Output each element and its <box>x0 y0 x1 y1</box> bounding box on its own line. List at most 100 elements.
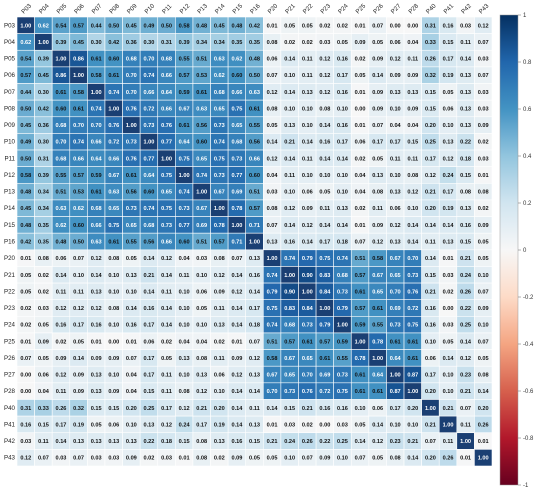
cell-value-label: 0.10 <box>390 422 401 428</box>
cell-value-label: 0.32 <box>73 406 84 412</box>
cell-value-label: 0.51 <box>355 256 366 262</box>
cell-value-label: 0.10 <box>337 106 348 112</box>
row-label: P03 <box>4 22 16 29</box>
cell-value-label: 0.12 <box>372 439 383 445</box>
cell-value-label: 0.03 <box>196 256 207 262</box>
row-label: P16 <box>4 239 16 246</box>
cell-value-label: 0.59 <box>355 323 366 329</box>
cell-value-label: 0.04 <box>126 389 138 395</box>
cell-value-label: 0.14 <box>161 323 173 329</box>
column-label: P21 <box>284 2 297 15</box>
cell-value-label: 0.06 <box>38 373 49 379</box>
cell-value-label: 0.02 <box>214 339 225 345</box>
cell-value-label: 0.05 <box>478 240 489 246</box>
cell-value-label: 0.72 <box>108 140 119 146</box>
cell-value-label: 0.10 <box>108 373 119 379</box>
cell-value-label: 0.13 <box>143 422 154 428</box>
cell-value-label: 0.07 <box>425 439 436 445</box>
cell-value-label: 0.05 <box>73 339 84 345</box>
cell-value-label: 0.66 <box>161 73 172 79</box>
column-label: P12 <box>179 2 192 15</box>
cell-value-label: 0.02 <box>214 456 225 462</box>
cell-value-label: 0.61 <box>108 73 119 79</box>
cell-value-label: 0.34 <box>38 190 50 196</box>
cell-value-label: 0.42 <box>20 240 31 246</box>
cell-value-label: 0.68 <box>284 323 295 329</box>
cell-value-label: 0.14 <box>355 439 367 445</box>
cell-value-label: 0.17 <box>337 140 348 146</box>
column-labels: P03 P04 P05 P06 P07 P08 P09 P10 P11 P12 P13 P14 P15 P… <box>20 2 491 15</box>
cell-value-label: 0.08 <box>267 40 278 46</box>
cell-value-label: 0.04 <box>196 339 208 345</box>
cell-value-label: 0.05 <box>372 156 383 162</box>
cell-value-label: 0.67 <box>196 206 207 212</box>
cell-value-label: 0.66 <box>231 90 242 96</box>
cell-value-label: 0.73 <box>407 273 418 279</box>
cell-value-label: 0.11 <box>214 356 225 362</box>
cell-value-label: 0.20 <box>425 123 436 129</box>
colorbar-tick-label: -1 <box>523 483 529 489</box>
cell-value-label: 0.18 <box>161 439 172 445</box>
cell-value-label: 0.42 <box>108 40 119 46</box>
cell-value-label: 0.08 <box>390 456 401 462</box>
cell-value-label: 0.12 <box>319 73 330 79</box>
row-label: P42 <box>4 438 16 445</box>
cell-value-label: 0.60 <box>249 173 260 179</box>
cell-value-label: 0.07 <box>372 123 383 129</box>
cell-value-label: 0.72 <box>143 106 154 112</box>
row-label: P41 <box>4 421 16 428</box>
cell-value-label: 0.13 <box>91 373 102 379</box>
cell-value-label: 0.11 <box>302 73 313 79</box>
column-label: P26 <box>372 2 385 15</box>
cell-value-label: 0.73 <box>143 123 154 129</box>
cell-value-label: 0.02 <box>161 339 172 345</box>
cell-value-label: 0.09 <box>91 356 102 362</box>
cell-value-label: 0.00 <box>319 422 330 428</box>
cell-value-label: 0.75 <box>337 389 348 395</box>
cell-value-label: 0.16 <box>249 273 260 279</box>
cell-value-label: 0.79 <box>302 256 313 262</box>
cell-value-label: 0.74 <box>337 256 349 262</box>
cell-value-label: 0.74 <box>91 106 103 112</box>
row-label: P23 <box>4 305 16 312</box>
column-label: P08 <box>108 2 121 15</box>
cell-value-label: 0.26 <box>425 57 436 63</box>
cell-value-label: 0.02 <box>56 339 67 345</box>
cell-value-label: 0.75 <box>214 156 225 162</box>
cell-value-label: 0.50 <box>73 240 84 246</box>
cell-value-label: 0.68 <box>126 57 137 63</box>
cell-value-label: 0.18 <box>460 156 471 162</box>
cell-value-label: 0.62 <box>56 223 67 229</box>
cell-value-label: 0.08 <box>196 356 207 362</box>
cell-value-label: 0.67 <box>390 256 401 262</box>
cell-value-label: 0.74 <box>284 256 296 262</box>
cell-value-label: 0.16 <box>337 406 348 412</box>
cell-value-label: 0.68 <box>91 206 102 212</box>
cell-value-label: 0.26 <box>478 422 489 428</box>
cell-value-label: 0.77 <box>161 140 172 146</box>
cell-value-label: 0.59 <box>91 173 102 179</box>
cell-value-label: 1.00 <box>126 123 137 129</box>
cell-value-label: 1.00 <box>143 140 154 146</box>
cell-value-label: 0.13 <box>214 323 225 329</box>
cell-value-label: 0.10 <box>390 106 401 112</box>
column-label: P16 <box>249 2 262 15</box>
cell-value-label: 0.33 <box>425 40 436 46</box>
cell-value-label: 0.32 <box>425 73 436 79</box>
cell-value-label: 0.08 <box>407 173 418 179</box>
cell-value-label: 0.17 <box>443 57 454 63</box>
cell-value-label: 1.00 <box>73 73 84 79</box>
cell-value-label: 0.03 <box>478 106 489 112</box>
cell-value-label: 0.11 <box>408 156 419 162</box>
cell-value-label: 0.17 <box>390 406 401 412</box>
cell-value-label: 0.14 <box>425 256 437 262</box>
cell-value-label: 0.70 <box>126 73 137 79</box>
row-label: P21 <box>4 272 16 279</box>
cell-value-label: 0.14 <box>231 306 243 312</box>
cell-value-label: 0.64 <box>91 156 103 162</box>
cell-value-label: 0.60 <box>143 190 154 196</box>
cell-value-label: 0.10 <box>196 323 207 329</box>
cell-value-label: 0.64 <box>179 140 191 146</box>
cell-value-label: 0.02 <box>443 289 454 295</box>
cell-value-label: 0.10 <box>302 173 313 179</box>
